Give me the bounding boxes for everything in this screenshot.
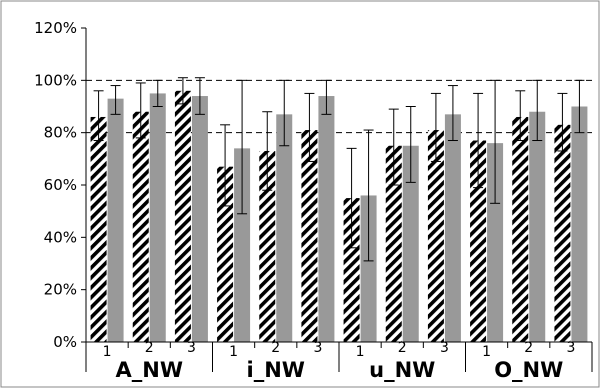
group-label: u_NW (369, 358, 435, 382)
sub-category-label: 2 (398, 340, 407, 356)
hatched-bar (133, 112, 149, 342)
sub-category-label: 2 (145, 340, 154, 356)
y-tick-label: 100% (34, 71, 77, 89)
sub-category-label: 2 (271, 340, 280, 356)
y-tick-label: 120% (34, 19, 77, 37)
sub-category-label: 1 (482, 344, 491, 360)
sub-category-label: 2 (524, 340, 533, 356)
gray-bar (529, 112, 545, 342)
sub-category-label: 3 (566, 340, 575, 356)
gray-bar (108, 99, 124, 342)
y-tick-label: 0% (53, 333, 77, 351)
gray-bar (150, 93, 166, 342)
hatched-bar (91, 117, 107, 342)
sub-category-label: 1 (229, 344, 238, 360)
hatched-bar (554, 125, 570, 342)
sub-category-label: 1 (103, 344, 112, 360)
sub-category-label: 3 (313, 340, 322, 356)
hatched-bar (512, 117, 528, 342)
sub-category-label: 3 (187, 340, 196, 356)
y-tick-label: 60% (44, 176, 77, 194)
hatched-bar (175, 91, 191, 342)
y-tick-label: 80% (44, 124, 77, 142)
gray-bar (445, 114, 461, 342)
sub-category-label: 3 (440, 340, 449, 356)
y-tick-label: 40% (44, 228, 77, 246)
sub-category-label: 1 (356, 344, 365, 360)
y-tick-label: 20% (44, 281, 77, 299)
group-label: i_NW (247, 358, 305, 382)
group-label: O_NW (494, 358, 563, 382)
gray-bar (571, 107, 587, 343)
gray-bar (318, 96, 334, 342)
gray-bar (276, 114, 292, 342)
group-label: A_NW (116, 358, 184, 382)
gray-bar (192, 96, 208, 342)
